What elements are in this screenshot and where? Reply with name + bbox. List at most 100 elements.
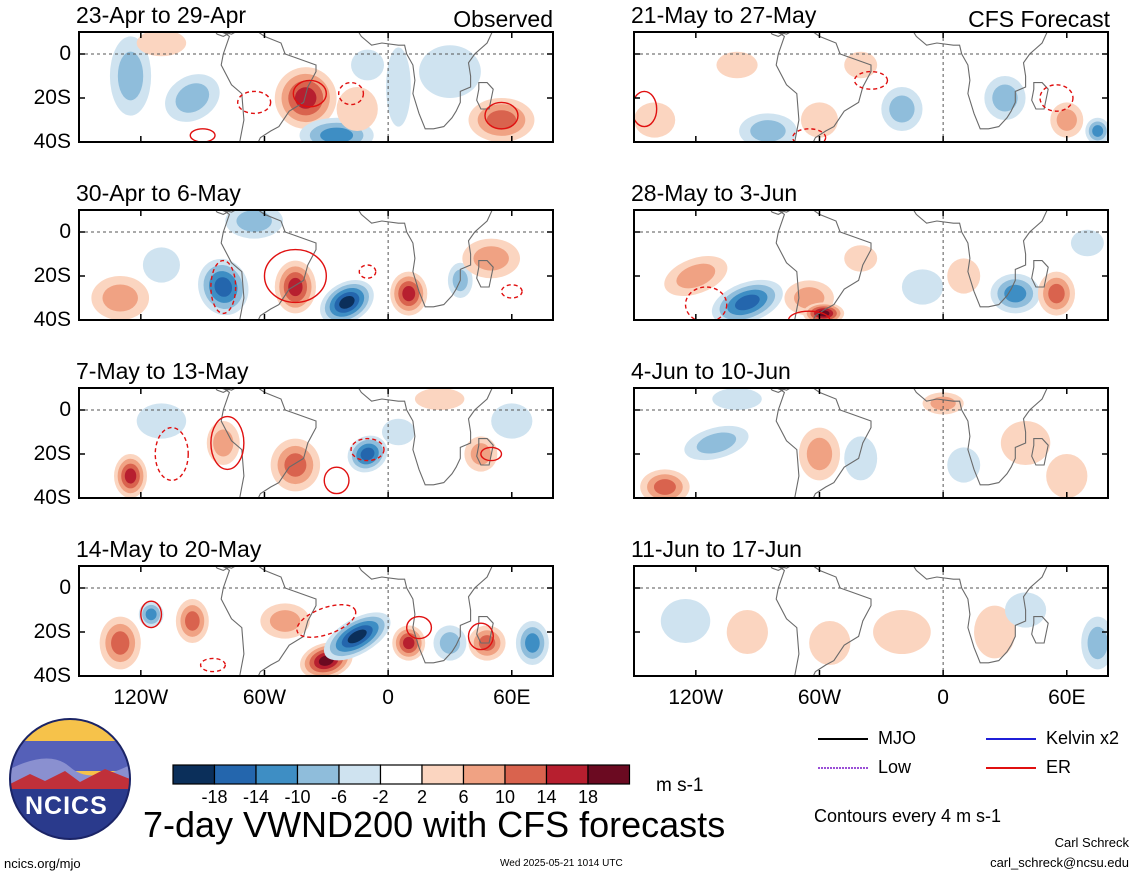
anomaly-blob-5 — [922, 392, 964, 415]
anomaly-level — [1070, 229, 1104, 257]
er-contour-1 — [210, 259, 237, 315]
anomaly-level — [901, 269, 944, 305]
coastline-4 — [769, 566, 784, 571]
er-contour-4 — [1039, 84, 1074, 112]
anomaly-blob-6 — [351, 49, 385, 81]
anomaly-level — [1056, 109, 1077, 131]
anomaly-level — [185, 611, 200, 631]
coastline-4 — [214, 32, 229, 37]
anomaly-level — [930, 396, 956, 411]
er-contour-2 — [791, 128, 827, 142]
site-link[interactable]: ncics.org/mjo — [4, 856, 81, 871]
anomaly-blob-4 — [844, 436, 878, 481]
anomaly-level — [102, 284, 138, 312]
anomaly-blob-3 — [175, 599, 209, 643]
anomaly-level — [419, 45, 481, 98]
anomaly-blob-2 — [711, 279, 783, 320]
anomaly-level — [402, 285, 416, 302]
anomaly-blob-10 — [1070, 229, 1104, 257]
panel-6 — [633, 209, 1109, 321]
anomaly-blob-1 — [640, 469, 690, 498]
anomaly-level — [800, 102, 839, 138]
legend-label-3: Low — [878, 757, 912, 777]
anomaly-blob-6 — [1081, 616, 1108, 670]
x-tick-label: 0 — [937, 686, 949, 709]
anomaly-level — [439, 632, 461, 654]
author-email[interactable]: carl_schreck@ncsu.edu — [990, 855, 1129, 870]
er-contour-3 — [853, 70, 889, 90]
panel-title-6: 28-May to 3-Jun — [631, 180, 798, 206]
anomaly-blob-8 — [142, 247, 180, 283]
anomaly-field — [660, 566, 1108, 676]
panel-frame — [633, 387, 1109, 499]
er-contour-2 — [296, 604, 357, 638]
anomaly-level — [873, 610, 931, 654]
er-contour-2 — [263, 248, 328, 304]
colorbar-swatch — [379, 764, 423, 785]
forecast-tag: CFS Forecast — [968, 6, 1110, 32]
anomaly-blob-1 — [198, 258, 249, 316]
anomaly-level — [213, 429, 234, 457]
anomaly-blob-2 — [726, 610, 768, 654]
coastline-3 — [476, 438, 494, 466]
er-contour-5 — [199, 657, 227, 673]
anomaly-blob-2 — [684, 425, 749, 461]
colorbar-swatch — [172, 764, 216, 785]
anomaly-level — [336, 87, 378, 131]
legend-label-1: MJO — [878, 728, 916, 748]
er-contour-3 — [405, 615, 433, 640]
coastline-4 — [214, 566, 229, 571]
anomaly-blob-8 — [800, 102, 839, 138]
er-contour-1 — [236, 90, 272, 115]
panel-1 — [78, 31, 554, 143]
anomaly-level — [294, 87, 317, 109]
x-tick-label: 120W — [668, 686, 724, 709]
panel-title-7: 4-Jun to 10-Jun — [631, 358, 791, 384]
anomaly-level — [136, 403, 187, 439]
anomaly-level — [403, 636, 415, 650]
panel-7 — [633, 387, 1109, 499]
anomaly-blob-3 — [798, 427, 841, 481]
colorbar-label: 6 — [458, 787, 469, 807]
anomaly-level — [974, 605, 1016, 659]
anomaly-blob-9 — [225, 210, 284, 239]
anomaly-level — [351, 49, 385, 81]
anomaly-level — [653, 479, 676, 495]
anomaly-level — [716, 51, 758, 79]
figure-title: 7-day VWND200 with CFS forecasts — [143, 804, 726, 845]
anomaly-level — [992, 84, 1018, 112]
x-tick-label: 60W — [797, 686, 842, 709]
anomaly-level — [136, 32, 187, 57]
anomaly-blob-1 — [109, 36, 152, 116]
colorbar-label: 2 — [416, 787, 428, 807]
anomaly-level — [734, 294, 760, 311]
anomaly-field — [114, 388, 533, 498]
anomaly-blob-9 — [901, 269, 944, 305]
coastline-2 — [357, 210, 493, 308]
anomaly-blob-7 — [136, 403, 187, 439]
logo-text: NCICS — [25, 792, 108, 820]
panel-title-8: 11-Jun to 17-Jun — [631, 536, 802, 562]
colorbar-swatch — [255, 764, 299, 785]
anomaly-level — [284, 453, 307, 477]
y-tick-label: 20S — [33, 264, 71, 287]
anomaly-blob-1 — [664, 255, 728, 297]
colorbar-swatch — [504, 764, 548, 785]
anomaly-level — [236, 210, 272, 232]
panel-5 — [633, 31, 1109, 143]
anomaly-level — [1048, 283, 1065, 304]
panel-background — [634, 32, 1108, 142]
coastline-4 — [769, 210, 784, 215]
coastline-4 — [769, 388, 784, 393]
anomaly-blob-8 — [414, 388, 465, 410]
colorbar-swatch — [338, 764, 382, 785]
anomaly-level — [844, 245, 878, 272]
anomaly-blob-7 — [716, 51, 758, 79]
colorbar-label: -10 — [284, 787, 311, 807]
anomaly-level — [947, 258, 981, 294]
anomaly-blob-5 — [381, 418, 415, 446]
colorbar-label: 18 — [577, 787, 599, 807]
anomaly-level — [660, 599, 711, 643]
coastline-3 — [1031, 616, 1049, 644]
